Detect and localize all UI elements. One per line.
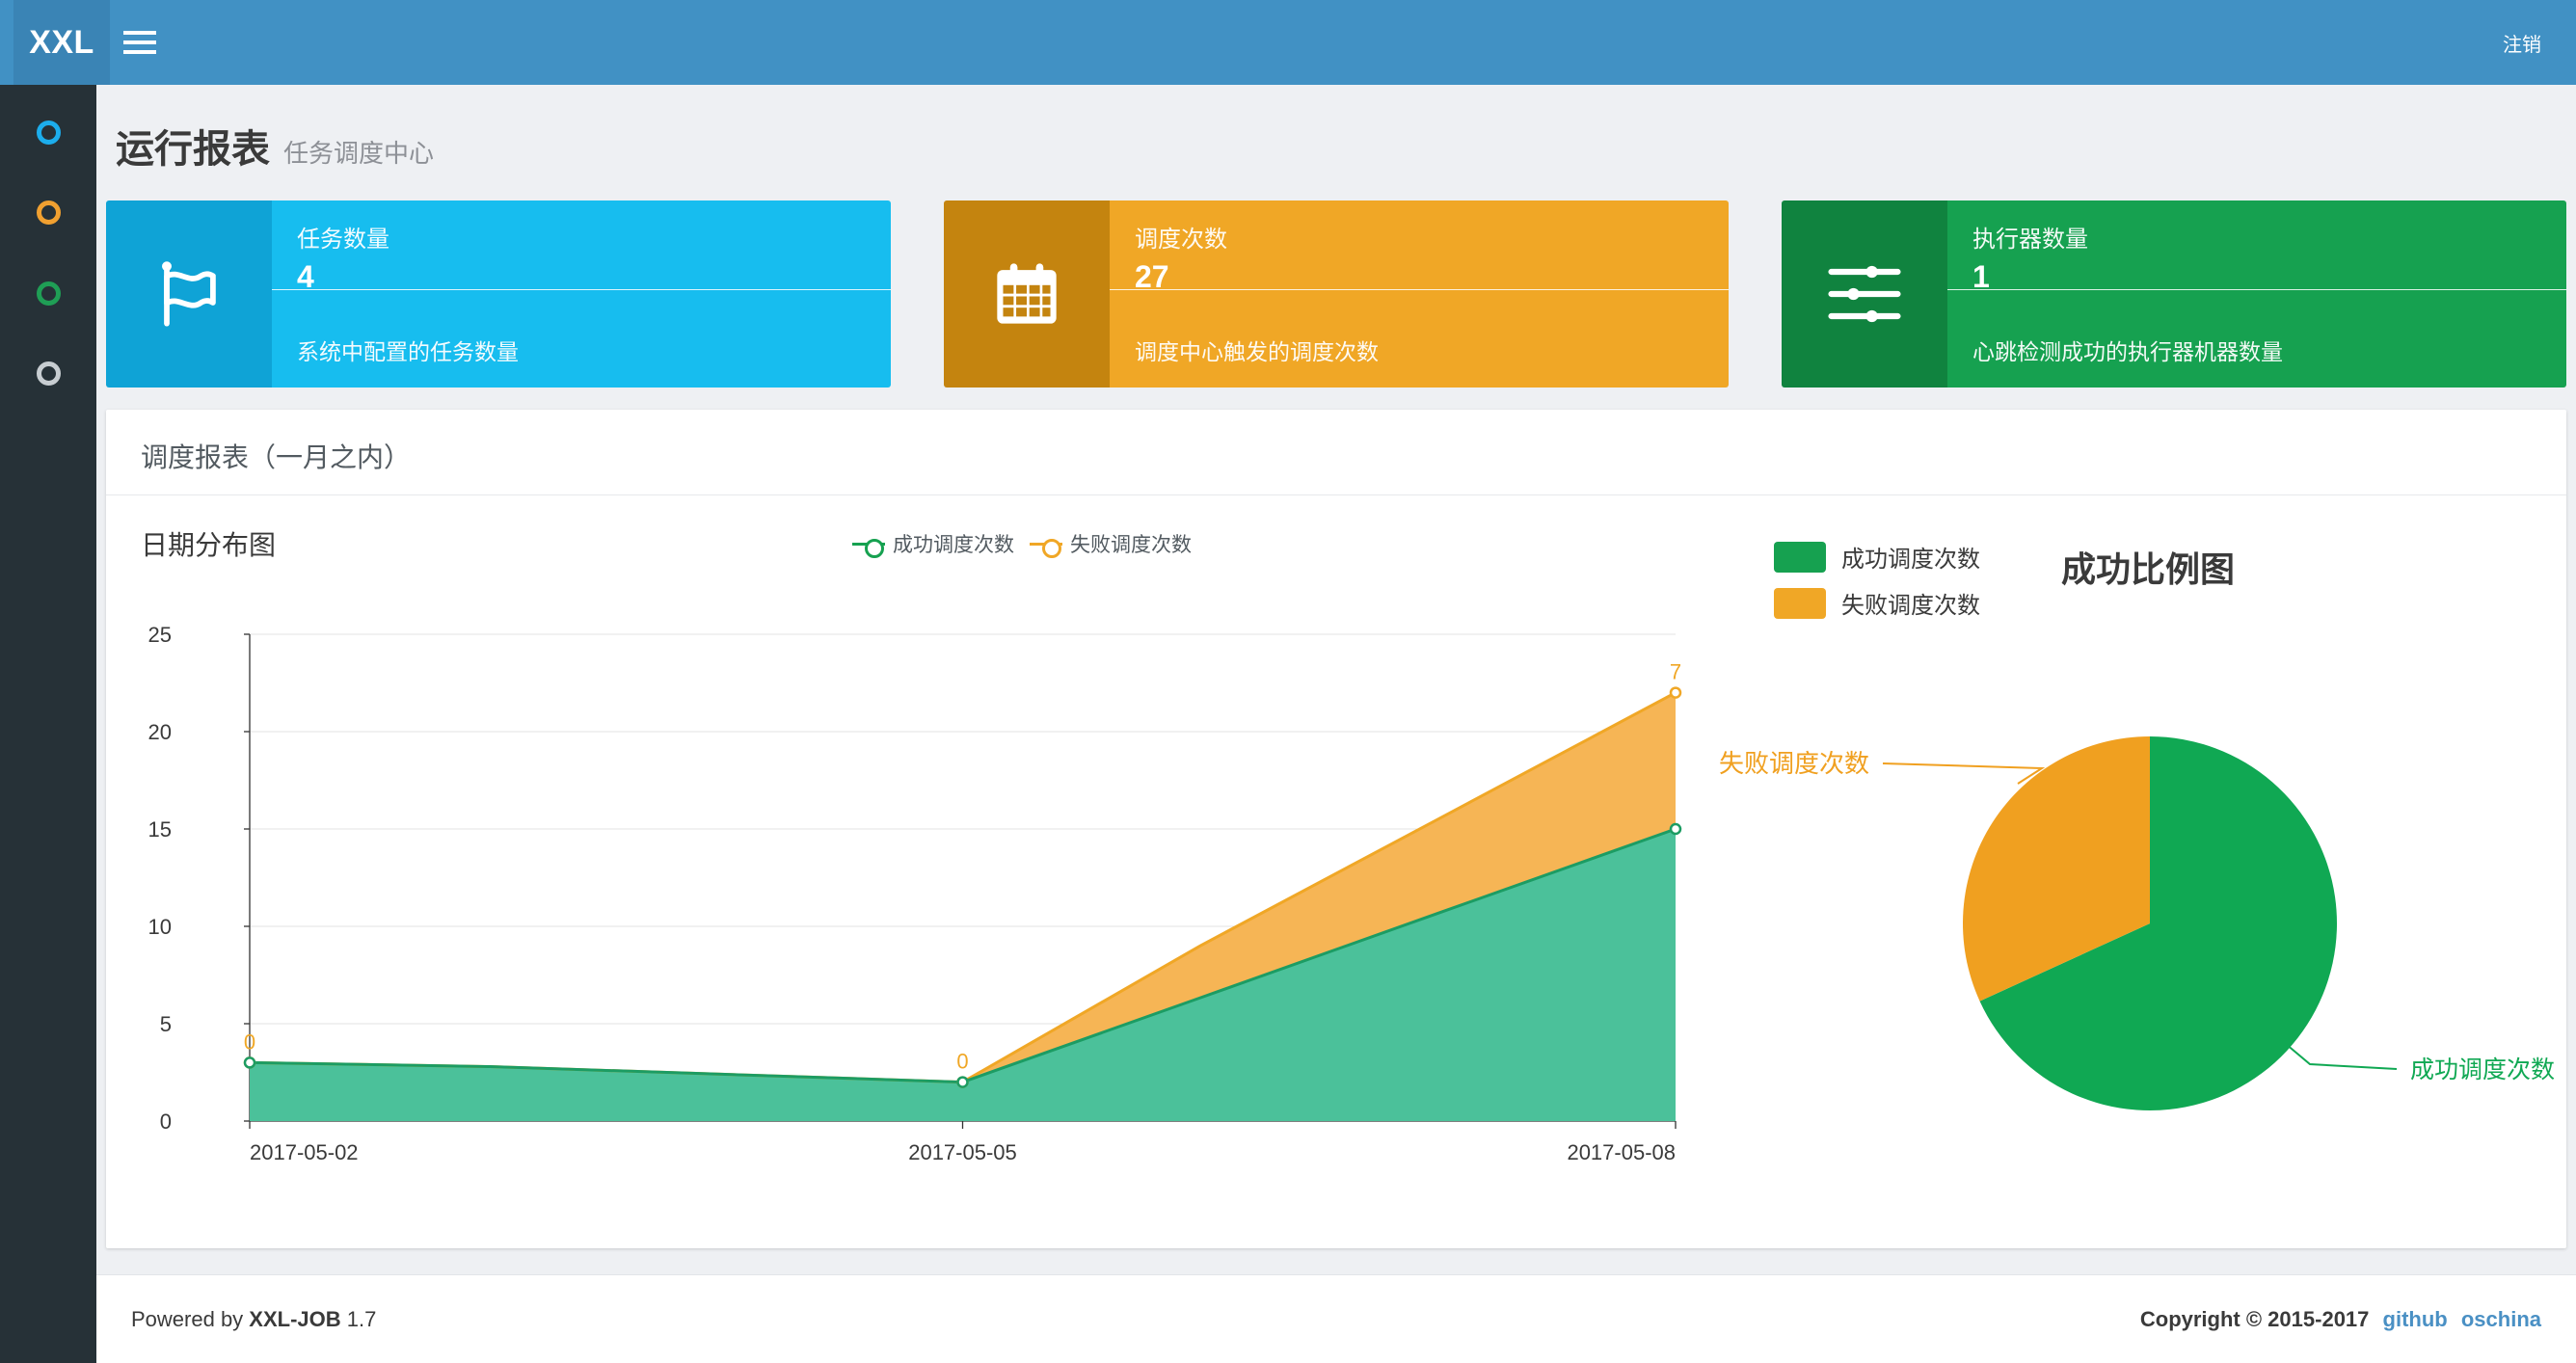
svg-text:0: 0 xyxy=(244,1029,255,1054)
svg-text:7: 7 xyxy=(1670,660,1681,684)
svg-text:失败调度次数: 失败调度次数 xyxy=(1719,749,1869,778)
svg-text:0: 0 xyxy=(956,1050,968,1074)
svg-text:成功调度次数: 成功调度次数 xyxy=(2410,1056,2555,1083)
